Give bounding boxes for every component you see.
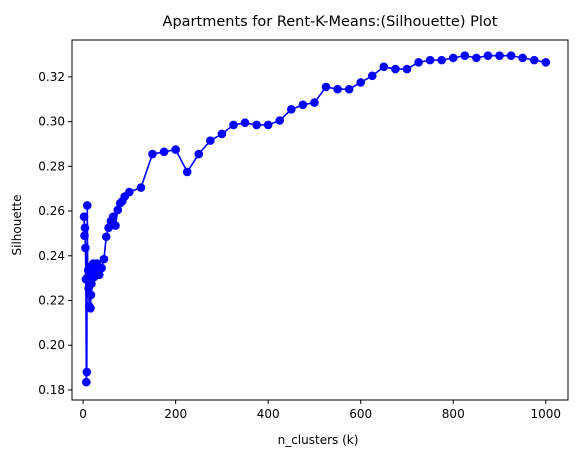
data-point	[402, 64, 412, 74]
y-tick-label: 0.30	[38, 115, 65, 129]
data-point	[344, 84, 354, 94]
data-point	[101, 232, 111, 242]
y-tick-label: 0.26	[38, 204, 65, 218]
y-tick-label: 0.22	[38, 293, 65, 307]
data-point	[97, 263, 106, 273]
data-point	[506, 51, 516, 60]
x-axis-label: n_clusters (k)	[278, 433, 359, 447]
data-point	[79, 212, 89, 221]
data-point	[287, 105, 296, 114]
data-point	[298, 100, 308, 110]
data-point	[80, 223, 90, 233]
data-point	[460, 51, 470, 60]
data-point	[483, 51, 493, 60]
y-tick-label: 0.32	[38, 70, 65, 84]
y-tick-label: 0.24	[38, 249, 65, 263]
plot-area	[71, 39, 569, 401]
data-point	[448, 53, 458, 63]
y-axis: 0.18 0.20 0.22 0.24 0.26 0.28 0.30 0.32	[38, 70, 72, 397]
data-point	[356, 78, 366, 87]
data-point	[414, 58, 423, 67]
x-axis: 0 200 400 600 800 1000	[79, 400, 561, 421]
data-point	[367, 71, 377, 81]
data-point	[333, 84, 342, 94]
data-point	[104, 223, 113, 233]
data-point	[240, 118, 250, 128]
x-tick-label: 400	[257, 407, 280, 421]
y-tick-label: 0.20	[38, 338, 65, 352]
data-point	[99, 254, 109, 264]
x-tick-label: 600	[349, 407, 372, 421]
data-point	[425, 55, 435, 65]
data-point	[148, 149, 157, 159]
data-point	[86, 290, 96, 300]
data-point	[310, 98, 319, 107]
data-point	[87, 279, 96, 289]
data-point	[391, 64, 400, 74]
data-point	[379, 62, 389, 72]
data-point	[229, 120, 238, 130]
data-point	[82, 367, 92, 377]
data-point	[529, 55, 539, 65]
data-point	[108, 212, 118, 221]
axes-frame	[71, 39, 569, 401]
y-tick-label: 0.18	[38, 383, 65, 397]
data-point	[159, 147, 169, 157]
data-point	[95, 270, 104, 280]
x-tick-label: 1000	[531, 407, 562, 421]
data-point	[437, 55, 446, 65]
data-point	[171, 145, 180, 154]
data-point	[206, 136, 215, 145]
x-tick-label: 800	[442, 407, 465, 421]
data-point	[541, 58, 551, 67]
chart-title: Apartments for Rent-K-Means:(Silhouette)…	[163, 14, 498, 30]
data-point	[111, 221, 120, 230]
x-tick-label: 200	[164, 407, 187, 421]
x-tick-label: 0	[79, 407, 87, 421]
data-point	[194, 149, 204, 159]
data-point	[321, 82, 331, 92]
data-point	[252, 120, 261, 130]
series-layer	[79, 51, 551, 387]
data-point	[113, 205, 123, 215]
data-point	[182, 167, 192, 177]
data-point	[472, 53, 481, 63]
data-point	[82, 377, 91, 387]
data-point	[136, 183, 146, 192]
data-point	[518, 53, 527, 63]
data-point	[217, 129, 227, 139]
data-point	[82, 201, 92, 210]
data-point	[495, 51, 504, 60]
data-point	[125, 187, 134, 197]
y-tick-label: 0.28	[38, 159, 65, 173]
data-point	[80, 231, 89, 240]
data-point	[81, 243, 90, 253]
y-axis-label: Silhouette	[10, 194, 24, 255]
data-point	[275, 116, 285, 125]
data-point	[86, 304, 95, 313]
data-point	[263, 120, 273, 130]
